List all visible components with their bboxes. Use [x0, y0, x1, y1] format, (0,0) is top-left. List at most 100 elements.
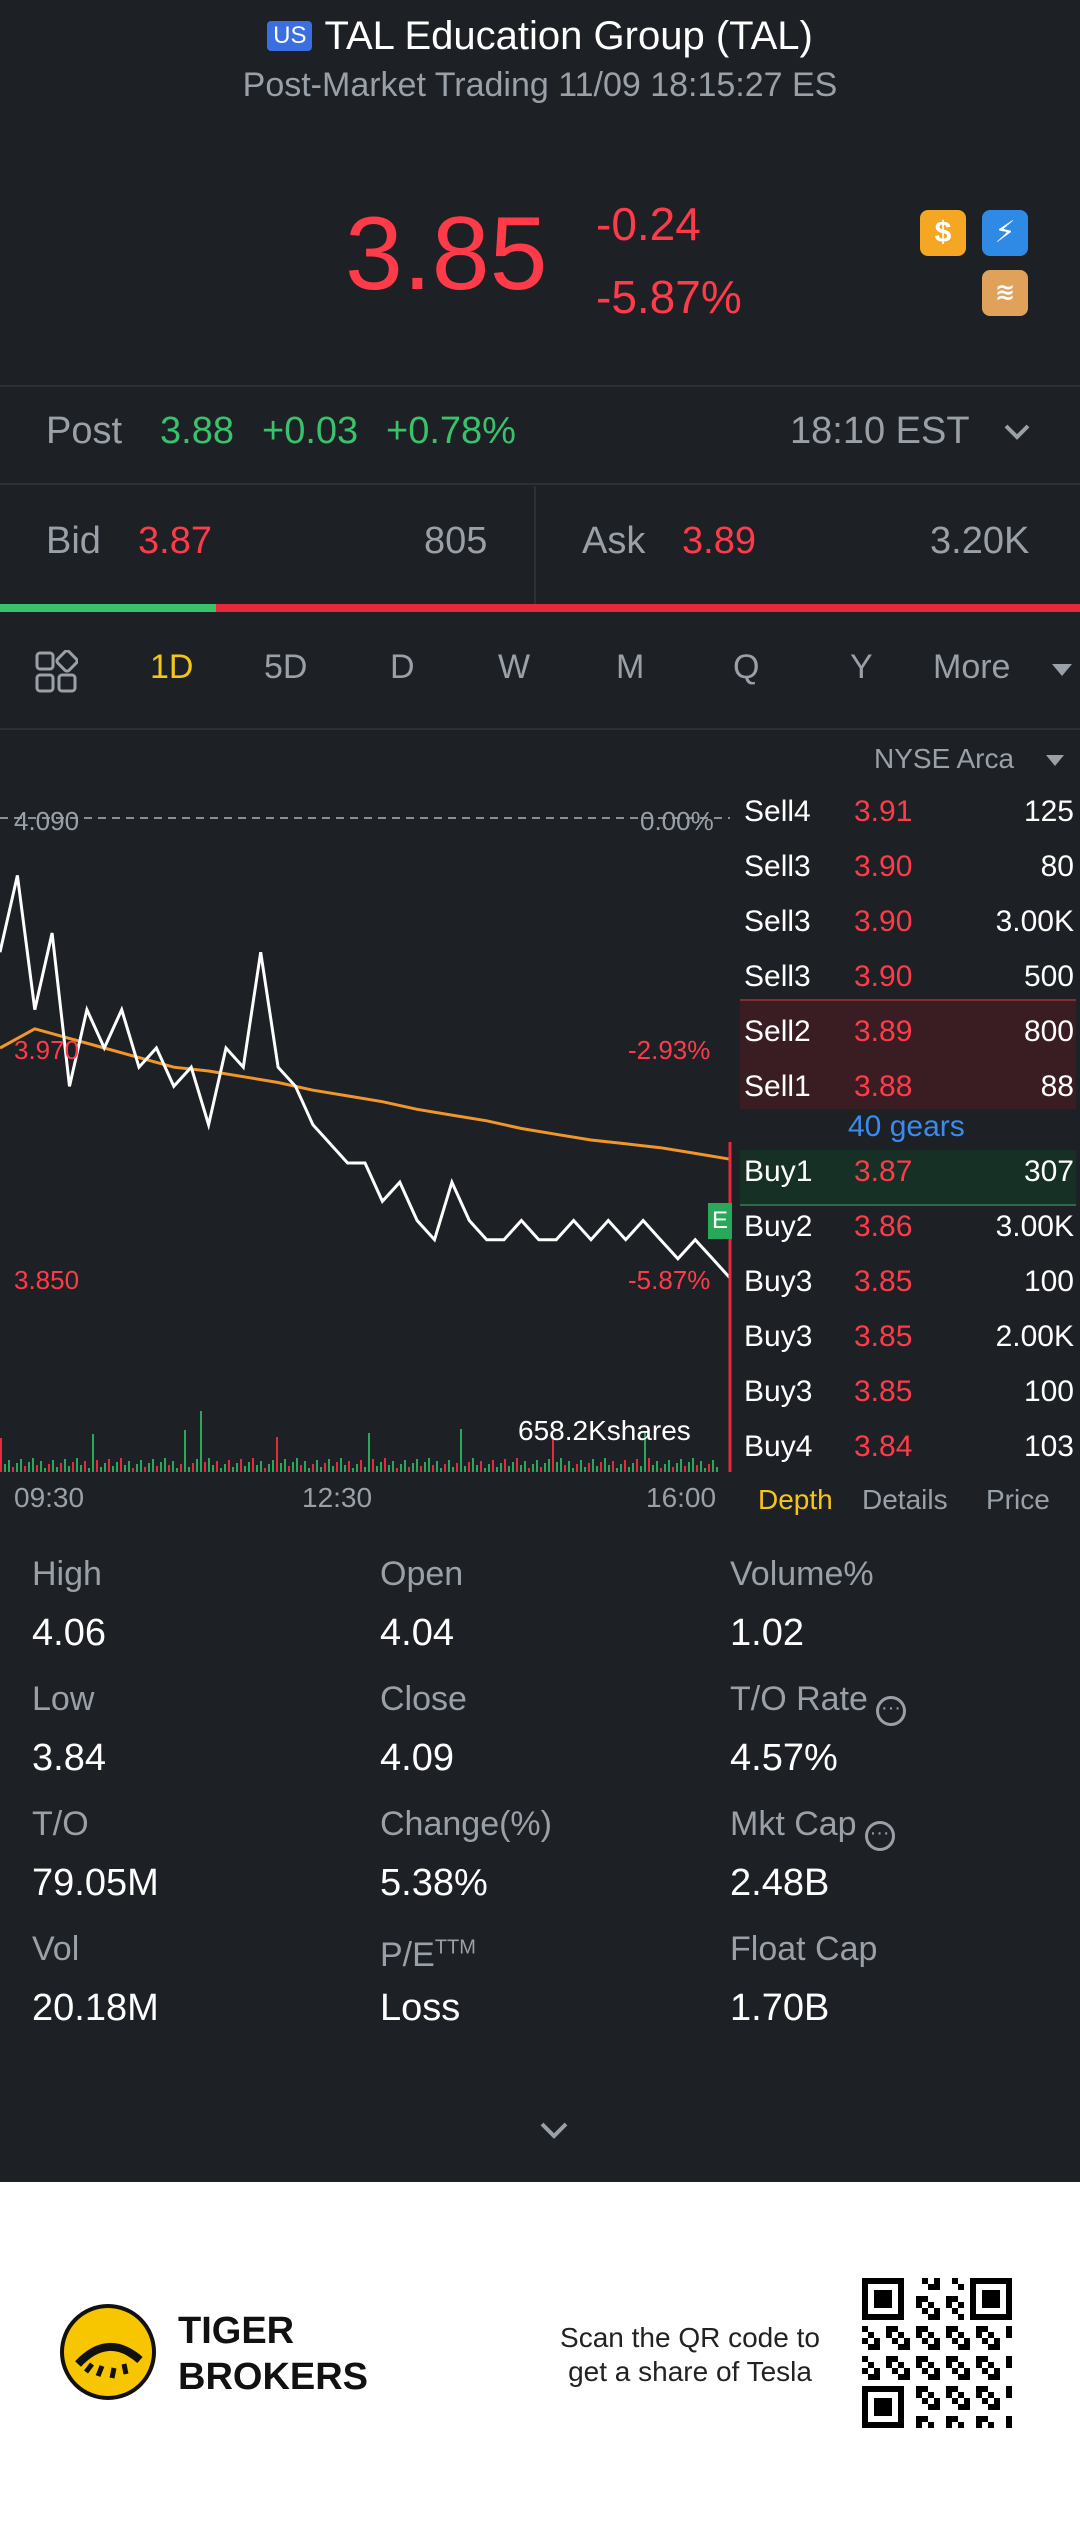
volume-bar: [692, 1458, 694, 1472]
tab-d[interactable]: D: [390, 648, 415, 686]
volume-bar: [504, 1459, 506, 1472]
tab-details[interactable]: Details: [862, 1484, 948, 1515]
volume-bar: [496, 1467, 498, 1472]
layers-icon[interactable]: ≋: [982, 270, 1028, 316]
stat-value: 1.70B: [730, 1987, 830, 2029]
tab-5d[interactable]: 5D: [264, 648, 308, 686]
volume-bar: [564, 1465, 566, 1472]
dollar-icon[interactable]: $: [920, 210, 966, 256]
divider: [0, 385, 1080, 387]
intraday-chart[interactable]: [0, 730, 735, 1520]
sell-level-volume: 3.00K: [995, 905, 1074, 938]
grid-icon[interactable]: [34, 650, 78, 694]
stat-value: 20.18M: [32, 1987, 159, 2029]
buy-level-price: 3.87: [854, 1155, 913, 1188]
earnings-marker[interactable]: E: [708, 1203, 732, 1239]
tab-price[interactable]: Price: [986, 1484, 1050, 1515]
pct-label-low: -5.87%: [628, 1265, 711, 1295]
volume-bar: [120, 1458, 122, 1472]
caret-down-icon[interactable]: [1044, 752, 1066, 770]
chevron-down-icon[interactable]: [1000, 420, 1034, 444]
volume-bar: [276, 1437, 278, 1472]
volume-bar: [704, 1468, 706, 1472]
volume-bar: [124, 1465, 126, 1472]
bid-ask-ratio-bar: [0, 604, 1080, 612]
volume-bar: [228, 1460, 230, 1472]
volume-bar: [116, 1462, 118, 1472]
buy-level-price: 3.85: [854, 1265, 913, 1298]
volume-bar: [292, 1462, 294, 1472]
volume-bar: [88, 1468, 90, 1472]
volume-bar: [24, 1466, 26, 1472]
stat-label: T/O Rate ···: [730, 1680, 906, 1726]
volume-bar: [104, 1463, 106, 1472]
stat-label-text: High: [32, 1555, 102, 1593]
tab-more[interactable]: More: [933, 648, 1011, 686]
buy-level-volume: 100: [1023, 1265, 1074, 1298]
volume-bar: [308, 1468, 310, 1472]
post-time[interactable]: 18:10 EST: [790, 410, 970, 452]
stat-label: Mkt Cap ···: [730, 1805, 895, 1851]
volume-bar: [68, 1466, 70, 1472]
exchange-selector[interactable]: NYSE Arca: [874, 743, 1015, 774]
stat-label-text: T/O Rate: [730, 1680, 868, 1718]
pe-label-text: P/E: [380, 1936, 435, 1974]
post-price: 3.88: [160, 410, 234, 452]
volume-bar: [128, 1461, 130, 1472]
volume-bar: [16, 1463, 18, 1472]
tab-w[interactable]: W: [498, 648, 531, 686]
caret-down-icon[interactable]: [1050, 660, 1074, 680]
volume-bar: [712, 1460, 714, 1472]
volume-bar: [96, 1460, 98, 1472]
volume-bar: [596, 1466, 598, 1472]
volume-bar: [508, 1466, 510, 1472]
volume-bar: [620, 1464, 622, 1472]
stat-value: 4.09: [380, 1737, 454, 1779]
x-label-close: 16:00: [646, 1482, 717, 1513]
price-change: -0.24: [596, 198, 701, 250]
sell-level-label: Sell1: [744, 1070, 811, 1103]
volume-bar: [236, 1463, 238, 1472]
trading-status: Post-Market Trading 11/09 18:15:27 ES: [242, 66, 838, 104]
volume-bar: [336, 1462, 338, 1472]
stat-label: Low: [32, 1680, 94, 1719]
more-info-icon[interactable]: ···: [864, 1821, 895, 1851]
tab-q[interactable]: Q: [733, 648, 760, 686]
buy-level-price: 3.85: [854, 1320, 913, 1353]
tab-depth[interactable]: Depth: [758, 1484, 833, 1515]
volume-bar: [680, 1459, 682, 1472]
stat-label-text: Mkt Cap: [730, 1805, 857, 1843]
volume-bar: [580, 1460, 582, 1472]
volume-bar: [204, 1462, 206, 1472]
volume-bar: [40, 1461, 42, 1472]
volume-bar: [708, 1464, 710, 1472]
buy-level-volume: 307: [1023, 1155, 1074, 1188]
tab-1d[interactable]: 1D: [150, 648, 194, 686]
more-info-icon[interactable]: ···: [875, 1696, 906, 1726]
post-change-percent: +0.78%: [386, 410, 516, 452]
volume-bar: [416, 1459, 418, 1472]
volume-bar: [172, 1461, 174, 1472]
stat-value: 1.02: [730, 1612, 804, 1654]
gears-label[interactable]: 40 gears: [848, 1110, 965, 1143]
volume-bar: [220, 1468, 222, 1472]
flash-icon[interactable]: ⚡: [982, 210, 1028, 256]
volume-bar: [100, 1467, 102, 1472]
volume-bar: [412, 1463, 414, 1472]
volume-bar: [364, 1467, 366, 1472]
market-badge: US: [267, 21, 313, 51]
volume-bar: [424, 1462, 426, 1472]
stat-label: High: [32, 1555, 102, 1594]
stat-value: 3.84: [32, 1737, 106, 1779]
volume-bar: [156, 1466, 158, 1472]
sell-level-label: Sell4: [744, 795, 811, 828]
x-label-open: 09:30: [14, 1482, 85, 1513]
volume-bar: [432, 1465, 434, 1472]
brand-line2: BROKERS: [178, 2356, 369, 2398]
stat-label-text: Close: [380, 1680, 467, 1718]
tab-m[interactable]: M: [616, 648, 645, 686]
tab-y[interactable]: Y: [850, 648, 873, 686]
expand-chevron-icon[interactable]: [536, 2118, 572, 2142]
qr-code[interactable]: [862, 2278, 1012, 2428]
volume-bar: [456, 1463, 458, 1472]
